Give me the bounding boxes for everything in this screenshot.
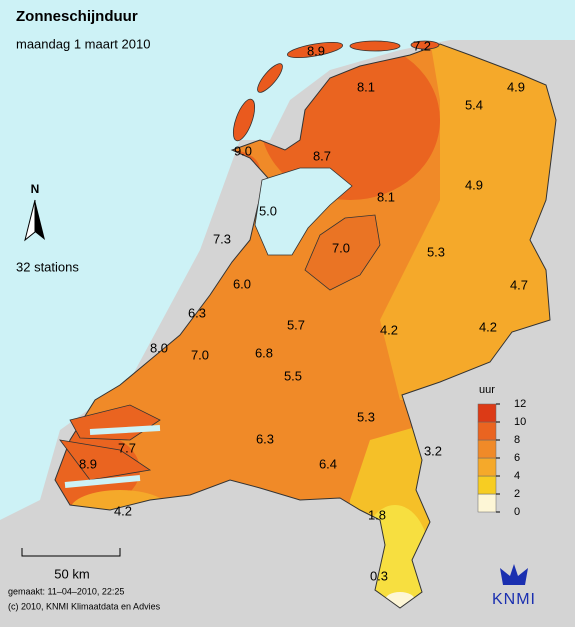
station-value: 8.9 [79, 456, 97, 471]
legend-tick-label: 8 [514, 434, 520, 446]
station-value: 4.2 [114, 503, 132, 518]
legend-tick-label: 4 [514, 470, 520, 482]
scale-label: 50 km [54, 566, 89, 581]
logo-text: KNMI [492, 591, 536, 608]
legend-tick-label: 12 [514, 398, 526, 410]
legend-tick-label: 0 [514, 506, 520, 518]
legend-swatch [477, 457, 497, 477]
legend-swatch [477, 439, 497, 459]
station-value: 5.5 [284, 368, 302, 383]
station-value: 9.0 [234, 143, 252, 158]
station-value: 8.1 [377, 189, 395, 204]
scale-bar [21, 548, 121, 557]
legend-tick-label: 10 [514, 416, 526, 428]
station-value: 5.3 [357, 409, 375, 424]
north-arrow-right [35, 200, 45, 240]
station-value: 5.0 [259, 203, 277, 218]
legend-swatch [477, 421, 497, 441]
legend-tick-label: 6 [514, 452, 520, 464]
station-count: 32 stations [16, 259, 79, 274]
ijsselmeer [254, 167, 353, 256]
station-value: 4.9 [465, 177, 483, 192]
sea [0, 0, 575, 520]
footer-line: gemaakt: 11–04–2010, 22:25 [8, 586, 124, 596]
station-value: 0.3 [370, 568, 388, 583]
station-value: 6.4 [319, 456, 337, 471]
station-value: 7.0 [191, 347, 209, 362]
legend-swatch [477, 475, 497, 495]
station-value: 7.7 [118, 440, 136, 455]
flevoland [304, 214, 381, 291]
logo-crown [500, 564, 528, 585]
station-value: 7.3 [213, 231, 231, 246]
station-value: 3.2 [424, 443, 442, 458]
station-value: 1.8 [368, 507, 386, 522]
station-value: 6.8 [255, 345, 273, 360]
station-value: 8.9 [307, 43, 325, 58]
station-value: 4.7 [510, 277, 528, 292]
station-value: 8.0 [150, 340, 168, 355]
border [54, 43, 557, 609]
station-value: 6.3 [256, 431, 274, 446]
footer-line: (c) 2010, KNMI Klimaatdata en Advies [8, 601, 161, 611]
subtitle: maandag 1 maart 2010 [16, 36, 150, 51]
station-value: 7.2 [413, 38, 431, 53]
estuaries [64, 425, 161, 488]
legend-unit: uur [479, 384, 495, 396]
north-label: N [31, 182, 40, 196]
islands [232, 40, 440, 142]
station-value: 6.0 [233, 276, 251, 291]
station-value: 8.7 [313, 148, 331, 163]
legend-swatch [477, 493, 497, 513]
station-value: 6.3 [188, 305, 206, 320]
station-value: 4.2 [380, 322, 398, 337]
station-value: 5.4 [465, 97, 483, 112]
station-value: 5.7 [287, 317, 305, 332]
legend-swatch [477, 403, 497, 423]
title: Zonneschijnduur [16, 8, 138, 25]
legend-tick-label: 2 [514, 488, 520, 500]
station-value: 7.0 [332, 240, 350, 255]
station-value: 5.3 [427, 244, 445, 259]
station-value: 4.9 [507, 79, 525, 94]
station-value: 8.1 [357, 79, 375, 94]
station-value: 4.2 [479, 319, 497, 334]
